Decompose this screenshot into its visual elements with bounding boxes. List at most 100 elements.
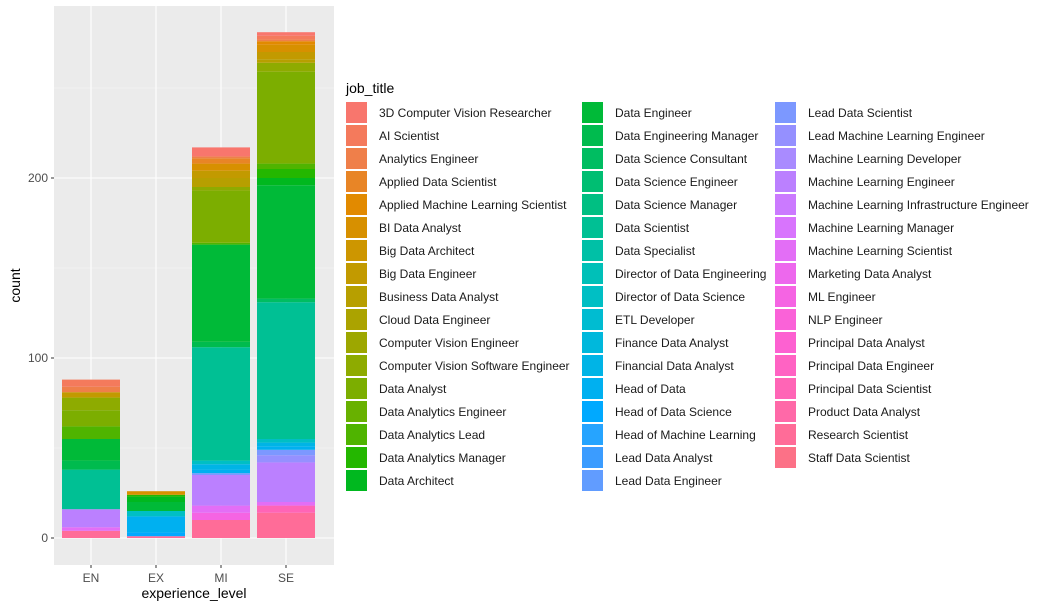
legend-label: Marketing Data Analyst [808, 266, 932, 281]
bar-segment [127, 536, 185, 538]
legend-swatch [582, 401, 603, 422]
legend-label: Applied Machine Learning Scientist [379, 197, 567, 212]
legend: job_title 3D Computer Vision Researcher A… [346, 79, 1035, 492]
bar-segment [62, 509, 120, 528]
bar-segment [257, 169, 315, 178]
legend-label: Machine Learning Engineer [808, 174, 955, 189]
legend-swatch [346, 263, 367, 284]
legend-item: BI Data Analyst [346, 216, 582, 239]
legend-column: Lead Data Scientist Lead Machine Learning… [775, 101, 1035, 492]
legend-label: Data Scientist [615, 220, 690, 235]
legend-swatch [346, 424, 367, 445]
legend-swatch [775, 171, 796, 192]
bar-segment [62, 379, 120, 387]
bar-segment [257, 505, 315, 513]
bar-segment [257, 44, 315, 52]
legend-item: Applied Machine Learning Scientist [346, 193, 582, 216]
legend-item: Cloud Data Engineer [346, 308, 582, 331]
legend-item: Marketing Data Analyst [775, 262, 1035, 285]
legend-label: Cloud Data Engineer [379, 312, 491, 327]
legend-item: Applied Data Scientist [346, 170, 582, 193]
bar-segment [62, 530, 120, 538]
legend-item: Machine Learning Scientist [775, 239, 1035, 262]
bar-segment [257, 35, 315, 40]
bar-segment [192, 464, 250, 470]
legend-swatch [582, 355, 603, 376]
bar-segment [192, 158, 250, 164]
legend-swatch [346, 125, 367, 146]
bar-segment [192, 469, 250, 474]
y-tick-label: 100 [28, 351, 48, 365]
legend-swatch [346, 447, 367, 468]
legend-label: Data Analytics Lead [379, 427, 486, 442]
legend-swatch [346, 194, 367, 215]
legend-label: Business Data Analyst [379, 289, 499, 304]
bar-segment [257, 512, 315, 538]
legend-swatch [582, 470, 603, 491]
bar-segment [62, 469, 120, 510]
legend-swatch [775, 355, 796, 376]
legend-label: Big Data Engineer [379, 266, 477, 281]
bar-segment [257, 439, 315, 443]
bar-segment [192, 242, 250, 245]
legend-swatch [346, 102, 367, 123]
legend-item: AI Scientist [346, 124, 582, 147]
bar-segment [192, 147, 250, 157]
x-tick-label: EN [83, 571, 100, 585]
legend-swatch [775, 424, 796, 445]
legend-label: Head of Data [615, 381, 686, 396]
legend-swatch [346, 309, 367, 330]
legend-swatch [775, 378, 796, 399]
legend-swatch [582, 447, 603, 468]
legend-label: Data Specialist [615, 243, 696, 258]
legend-label: Analytics Engineer [379, 151, 479, 166]
bar-segment [192, 505, 250, 513]
legend-item: Lead Data Scientist [775, 101, 1035, 124]
bar-segment [257, 298, 315, 303]
legend-swatch [775, 240, 796, 261]
bar-segment [62, 527, 120, 531]
legend-item: Data Science Engineer [582, 170, 775, 193]
y-tick-label: 0 [41, 531, 48, 545]
bar-segment [257, 39, 315, 42]
legend-item: Data Engineering Manager [582, 124, 775, 147]
bar-segment [257, 62, 315, 72]
legend-label: Machine Learning Developer [808, 151, 962, 166]
bar-segment [127, 516, 185, 533]
bar-segment [192, 347, 250, 461]
legend-swatch [775, 286, 796, 307]
legend-item: Data Analytics Engineer [346, 400, 582, 423]
legend-item: Lead Machine Learning Engineer [775, 124, 1035, 147]
legend-label: Data Architect [379, 473, 454, 488]
legend-item: Data Engineer [582, 101, 775, 124]
legend-swatch [775, 263, 796, 284]
bars [62, 32, 315, 538]
legend-swatch [582, 102, 603, 123]
legend-label: Lead Data Engineer [615, 473, 722, 488]
bar-segment [257, 185, 315, 299]
legend-swatch [346, 470, 367, 491]
y-axis-title: count [7, 268, 23, 302]
legend-swatch [582, 125, 603, 146]
x-axis: EN EX MI SE [83, 565, 294, 585]
legend-item: Staff Data Scientist [775, 446, 1035, 469]
x-tick-label: SE [278, 571, 294, 585]
legend-swatch [582, 378, 603, 399]
legend-label: Director of Data Science [615, 289, 746, 304]
legend-swatch [346, 401, 367, 422]
legend-swatch [775, 148, 796, 169]
legend-item: Data Architect [346, 469, 582, 492]
legend-item: Computer Vision Software Engineer [346, 354, 582, 377]
legend-swatch [582, 286, 603, 307]
legend-column: Data Engineer Data Engineering Manager Dat… [582, 101, 775, 492]
legend-label: Data Analyst [379, 381, 447, 396]
bar-segment [127, 502, 185, 511]
legend-item: Principal Data Scientist [775, 377, 1035, 400]
bar-segment [192, 163, 250, 171]
legend-item: Data Analytics Lead [346, 423, 582, 446]
legend-item: Analytics Engineer [346, 147, 582, 170]
bar-segment [127, 496, 185, 502]
legend-swatch [582, 263, 603, 284]
legend-item: Data Science Manager [582, 193, 775, 216]
bar-segment [257, 32, 315, 36]
